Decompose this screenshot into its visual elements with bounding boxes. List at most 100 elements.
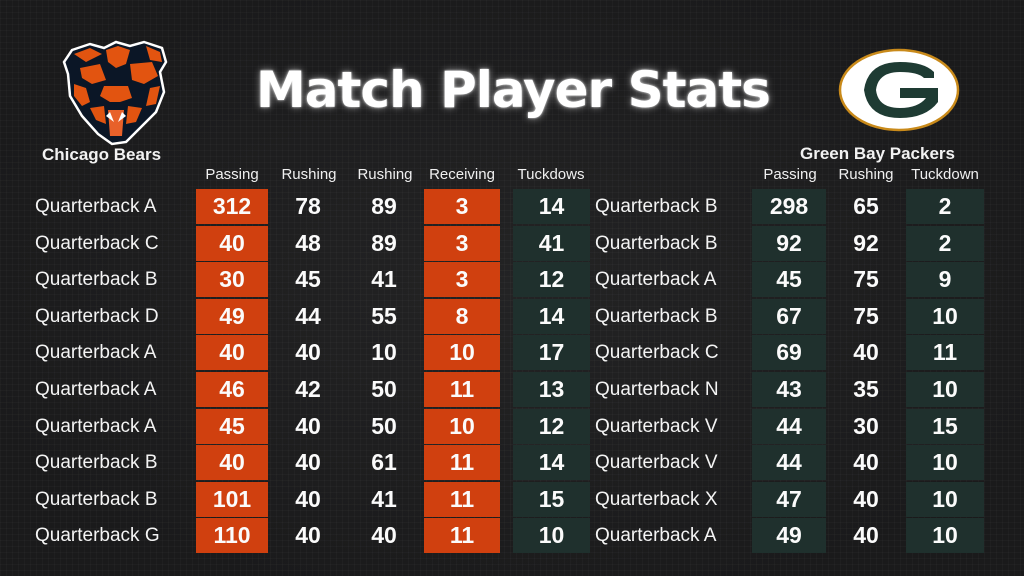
table-row: Quarterback D 49 44 55 8 14 Quarterback … xyxy=(0,298,1024,334)
bears-rushing-1: 78 xyxy=(295,193,321,219)
packers-rushing: 40 xyxy=(853,522,879,549)
table-row: Quarterback B 101 40 41 11 15 Quarterbac… xyxy=(0,481,1024,517)
packers-tuckdown: 2 xyxy=(906,189,984,224)
bears-rushing-2: 89 xyxy=(371,193,397,219)
packers-player-name: Quarterback B xyxy=(595,196,718,217)
bears-player-name: Quarterback A xyxy=(35,379,157,400)
bears-tuckdows: 15 xyxy=(513,481,590,517)
bears-passing: 40 xyxy=(196,225,268,261)
packers-player-name: Quarterback B xyxy=(595,305,718,327)
table-row: Quarterback C 40 48 89 3 41 Quarterback … xyxy=(0,225,1024,261)
packers-tuckdown: 15 xyxy=(906,408,984,444)
bears-rushing-2: 61 xyxy=(371,449,397,476)
bears-tuckdows: 14 xyxy=(513,445,590,481)
page-title: Match Player Stats xyxy=(256,61,771,119)
bears-receiving: 11 xyxy=(424,445,500,481)
packers-tuckdown: 10 xyxy=(906,298,984,334)
bears-rushing-2: 50 xyxy=(371,376,397,402)
table-row: Quarterback B 40 40 61 11 14 Quarterback… xyxy=(0,445,1024,481)
packers-player-name: Quarterback V xyxy=(595,415,718,437)
bears-rushing-2: 40 xyxy=(371,522,397,549)
bears-tuckdows: 12 xyxy=(513,408,590,444)
bears-team-name: Chicago Bears xyxy=(42,145,162,164)
packers-passing: 44 xyxy=(752,408,826,444)
bears-receiving: 3 xyxy=(424,262,500,298)
bears-player-name: Quarterback G xyxy=(35,525,160,547)
packers-team-name: Green Bay Packers xyxy=(800,144,955,163)
packers-player-name: Quarterback C xyxy=(595,342,719,364)
packers-tuckdown: 2 xyxy=(906,225,984,261)
packers-player-name: Quarterback X xyxy=(595,488,718,510)
bears-player-name: Quarterback B xyxy=(35,488,158,510)
packers-rushing: 92 xyxy=(853,229,879,256)
bears-rushing-1: 40 xyxy=(295,339,321,366)
packers-tuckdown: 9 xyxy=(906,262,984,298)
packers-passing: 45 xyxy=(752,262,826,298)
bears-rushing-2: 89 xyxy=(371,229,397,256)
packers-passing: 49 xyxy=(752,518,826,554)
bears-player-name: Quarterback C xyxy=(35,232,159,254)
table-row: Quarterback B 30 45 41 3 12 Quarterback … xyxy=(0,262,1024,298)
packers-rushing: 75 xyxy=(853,266,879,293)
bears-passing: 312 xyxy=(196,189,268,224)
bears-passing: 49 xyxy=(196,298,268,334)
table-row: Quarterback A 40 40 10 10 17 Quarterback… xyxy=(0,335,1024,371)
packers-tuckdown: 10 xyxy=(906,518,984,554)
bears-rushing-2: 55 xyxy=(371,302,397,329)
bears-header-rushing-1: Rushing xyxy=(281,166,337,183)
bears-tuckdows: 13 xyxy=(513,372,590,407)
bears-receiving: 11 xyxy=(424,481,500,517)
packers-tuckdown: 11 xyxy=(906,335,984,371)
table-row: Quarterback A 45 40 50 10 12 Quarterback… xyxy=(0,408,1024,444)
bears-rushing-2: 50 xyxy=(371,412,397,439)
bears-header-tuckdows: Tuckdows xyxy=(517,166,585,183)
bears-rushing-2: 41 xyxy=(371,266,397,293)
packers-passing: 43 xyxy=(752,372,826,407)
packers-rushing: 35 xyxy=(853,376,879,402)
table-row: Quarterback A 312 78 89 3 14 Quarterback… xyxy=(0,189,1024,224)
bears-player-name: Quarterback A xyxy=(35,196,157,217)
table-row: Quarterback A 46 42 50 11 13 Quarterback… xyxy=(0,372,1024,407)
packers-player-name: Quarterback N xyxy=(595,379,719,400)
bears-passing: 45 xyxy=(196,408,268,444)
packers-tuckdown: 10 xyxy=(906,372,984,407)
bears-passing: 46 xyxy=(196,372,268,407)
bears-player-name: Quarterback A xyxy=(35,415,157,437)
packers-rushing: 75 xyxy=(853,302,879,329)
packers-player-name: Quarterback A xyxy=(595,269,717,291)
bears-player-name: Quarterback B xyxy=(35,269,158,291)
bears-header-receiving: Receiving xyxy=(429,166,495,183)
bears-rushing-2: 10 xyxy=(371,339,397,366)
bears-passing: 30 xyxy=(196,262,268,298)
packers-player-name: Quarterback A xyxy=(595,525,717,547)
bears-player-name: Quarterback D xyxy=(35,305,159,327)
packers-player-name: Quarterback B xyxy=(595,232,718,254)
bears-receiving: 3 xyxy=(424,189,500,224)
bears-receiving: 11 xyxy=(424,372,500,407)
packers-header-rushing: Rushing xyxy=(838,166,894,183)
bears-tuckdows: 14 xyxy=(513,298,590,334)
packers-passing: 47 xyxy=(752,481,826,517)
bears-rushing-1: 40 xyxy=(295,412,321,439)
packers-rushing: 65 xyxy=(853,193,879,219)
packers-passing: 298 xyxy=(752,189,826,224)
bears-receiving: 3 xyxy=(424,225,500,261)
bears-tuckdows: 10 xyxy=(513,518,590,554)
bears-rushing-1: 40 xyxy=(295,522,321,549)
bears-logo-icon xyxy=(62,40,168,146)
packers-header-tuckdown: Tuckdown xyxy=(911,166,979,183)
bears-tuckdows: 14 xyxy=(513,189,590,224)
bears-rushing-1: 45 xyxy=(295,266,321,293)
bears-rushing-1: 40 xyxy=(295,485,321,512)
bears-passing: 101 xyxy=(196,481,268,517)
packers-passing: 92 xyxy=(752,225,826,261)
bears-player-name: Quarterback A xyxy=(35,342,157,364)
bears-receiving: 8 xyxy=(424,298,500,334)
table-row: Quarterback G 110 40 40 11 10 Quarterbac… xyxy=(0,518,1024,554)
bears-rushing-1: 44 xyxy=(295,302,321,329)
packers-logo-icon xyxy=(838,48,960,132)
packers-passing: 69 xyxy=(752,335,826,371)
bears-rushing-2: 41 xyxy=(371,485,397,512)
bears-tuckdows: 12 xyxy=(513,262,590,298)
packers-rushing: 40 xyxy=(853,485,879,512)
